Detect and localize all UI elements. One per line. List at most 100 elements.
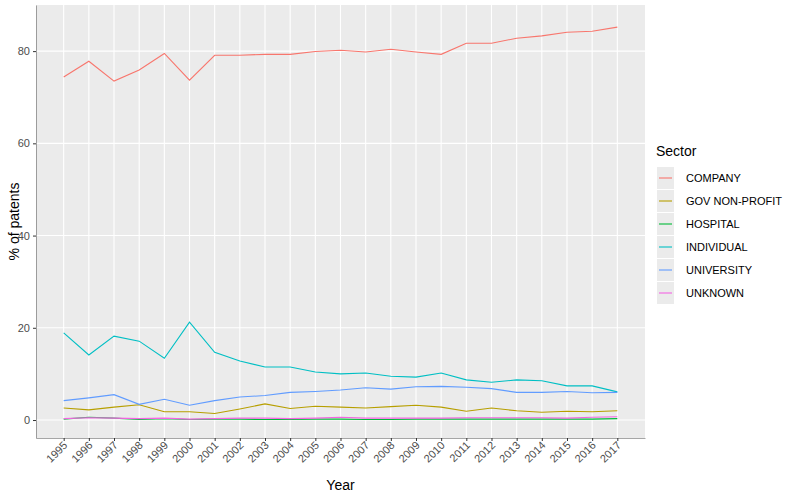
y-tick-label: 80 bbox=[18, 45, 30, 57]
x-tick-label: 1995 bbox=[44, 439, 70, 465]
grid-line-x bbox=[63, 5, 64, 438]
x-tick-label: 1999 bbox=[144, 439, 170, 465]
x-tick-label: 2003 bbox=[245, 439, 271, 465]
grid-line-x bbox=[390, 5, 391, 438]
grid-line-x bbox=[541, 5, 542, 438]
x-tick: 2004 bbox=[270, 438, 296, 465]
grid-line-x bbox=[239, 5, 240, 438]
x-tick-mark bbox=[466, 438, 467, 441]
x-tick: 2011 bbox=[447, 438, 472, 464]
x-tick-label: 2010 bbox=[421, 439, 447, 465]
legend-item: GOV NON-PROFIT bbox=[657, 190, 782, 212]
chart: 0204060801995199619971998199920002001200… bbox=[0, 0, 800, 501]
legend-item: HOSPITAL bbox=[657, 213, 740, 235]
x-tick: 2012 bbox=[472, 438, 498, 465]
legend-item: INDIVIDUAL bbox=[657, 236, 748, 258]
x-tick-label: 2012 bbox=[472, 439, 498, 465]
x-tick-label: 2002 bbox=[220, 439, 246, 465]
x-tick-label: 2013 bbox=[497, 439, 523, 465]
legend-key bbox=[657, 259, 674, 281]
x-tick: 2010 bbox=[421, 438, 447, 465]
x-tick: 1999 bbox=[144, 438, 170, 465]
y-tick: 80 bbox=[18, 45, 36, 57]
x-tick-mark bbox=[491, 438, 492, 441]
x-tick-mark bbox=[391, 438, 392, 441]
legend-label: UNIVERSITY bbox=[686, 264, 753, 276]
grid-line-x bbox=[566, 5, 567, 438]
legend-swatch bbox=[659, 177, 672, 178]
lines bbox=[64, 27, 618, 419]
x-tick-mark bbox=[315, 438, 316, 441]
legend-item: COMPANY bbox=[657, 167, 741, 189]
legend-key bbox=[657, 213, 674, 235]
grid-line-x bbox=[264, 5, 265, 438]
y-tick-mark bbox=[33, 328, 36, 329]
y-tick-mark bbox=[33, 420, 36, 421]
x-tick: 2013 bbox=[497, 438, 523, 465]
x-tick-label: 2004 bbox=[270, 439, 296, 465]
x-tick: 2000 bbox=[170, 438, 196, 465]
y-tick-mark bbox=[33, 51, 36, 52]
x-tick-mark bbox=[366, 438, 367, 441]
x-tick-mark bbox=[416, 438, 417, 441]
x-tick-label: 2015 bbox=[547, 439, 573, 465]
x-tick: 2009 bbox=[396, 438, 422, 465]
series-line bbox=[64, 417, 618, 419]
legend-label: COMPANY bbox=[686, 172, 741, 184]
legend-title: Sector bbox=[656, 143, 697, 159]
grid-line-x bbox=[617, 5, 618, 438]
legend-key bbox=[657, 190, 674, 212]
x-tick-mark bbox=[114, 438, 115, 441]
x-tick: 2014 bbox=[522, 438, 548, 465]
grid-line-x bbox=[214, 5, 215, 438]
x-tick-mark bbox=[89, 438, 90, 441]
grid-line-x bbox=[516, 5, 517, 438]
x-tick: 2006 bbox=[321, 438, 347, 465]
x-tick-label: 2014 bbox=[522, 439, 548, 465]
legend-key bbox=[657, 167, 674, 189]
y-tick: 0 bbox=[24, 414, 36, 426]
x-tick: 2003 bbox=[245, 438, 271, 465]
x-tick-mark bbox=[517, 438, 518, 441]
x-tick-mark bbox=[64, 438, 65, 441]
x-tick: 2007 bbox=[346, 438, 372, 465]
x-tick: 2016 bbox=[572, 438, 598, 465]
grid-line-x bbox=[592, 5, 593, 438]
x-tick-mark bbox=[215, 438, 216, 441]
grid-line-x bbox=[340, 5, 341, 438]
x-tick-label: 2006 bbox=[321, 439, 347, 465]
x-tick: 1997 bbox=[94, 438, 120, 465]
y-tick-mark bbox=[33, 143, 36, 144]
grid-line-x bbox=[315, 5, 316, 438]
x-tick-label: 1997 bbox=[94, 439, 120, 465]
x-tick-label: 2009 bbox=[396, 439, 422, 465]
x-tick: 1995 bbox=[44, 438, 70, 465]
grid-line-x bbox=[415, 5, 416, 438]
y-tick-label: 60 bbox=[18, 137, 30, 149]
x-tick-label: 2000 bbox=[170, 439, 196, 465]
y-tick-label: 20 bbox=[18, 322, 30, 334]
series-line bbox=[64, 417, 618, 419]
x-tick-label: 2011 bbox=[447, 439, 472, 464]
legend-swatch bbox=[659, 200, 672, 201]
series-line bbox=[64, 404, 618, 414]
x-tick-mark bbox=[617, 438, 618, 441]
x-tick-mark bbox=[164, 438, 165, 441]
x-tick: 2005 bbox=[295, 438, 321, 465]
x-tick-mark bbox=[139, 438, 140, 441]
x-tick-mark bbox=[592, 438, 593, 441]
legend: Sector COMPANY GOV NON-PROFIT HOSPITAL INDIV… bbox=[656, 143, 782, 304]
x-tick-mark bbox=[441, 438, 442, 441]
x-tick: 2017 bbox=[597, 438, 623, 465]
legend-swatch bbox=[659, 246, 672, 247]
legend-label: GOV NON-PROFIT bbox=[686, 195, 782, 207]
x-tick-label: 2016 bbox=[572, 439, 598, 465]
x-tick-mark bbox=[341, 438, 342, 441]
x-tick-label: 1998 bbox=[119, 439, 145, 465]
legend-label: HOSPITAL bbox=[686, 218, 740, 230]
legend-label: INDIVIDUAL bbox=[686, 241, 748, 253]
grid-line-x bbox=[189, 5, 190, 438]
grid-line-x bbox=[88, 5, 89, 438]
y-tick-mark bbox=[33, 236, 36, 237]
x-tick-mark bbox=[542, 438, 543, 441]
